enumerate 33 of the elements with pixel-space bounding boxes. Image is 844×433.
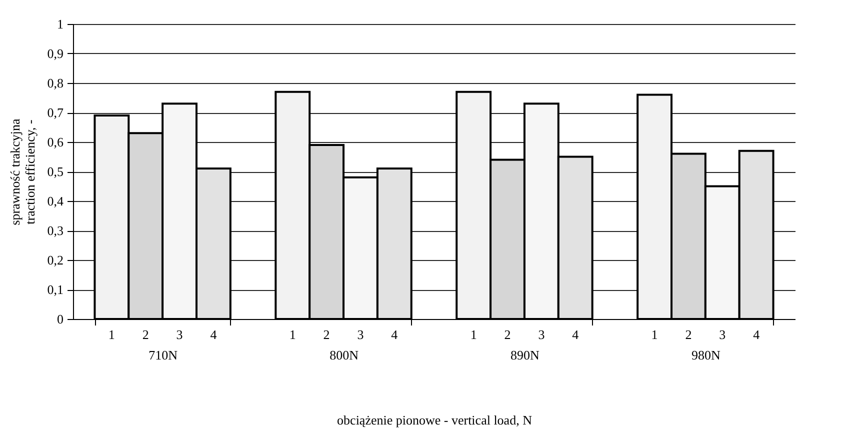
text: 3 [357,327,364,342]
y-tick-label: 0 [57,312,64,326]
text: 3 [719,327,726,342]
y-axis-title: sprawność trakcyjna traction efficiency, - [7,118,38,226]
x-tick-label: 980N [691,348,721,362]
text: 4 [753,327,760,342]
text: 4 [572,327,579,342]
x-tick-label: 890N [510,348,540,362]
y-tick-label: 0,9 [47,46,64,61]
series-label: 1 [108,327,115,342]
x-axis-title: obciążenie pionowe - vertical load, N [337,412,533,428]
y-tick-label: 0,3 [47,223,64,238]
text: 3 [538,327,545,342]
y-tick-label: 0,5 [47,164,64,179]
y-tick-label: 0,1 [47,282,64,297]
series-label: 3 [176,327,183,342]
y-tick-label: 0,2 [47,252,64,268]
text: 1 [470,327,477,342]
text: 2 [685,327,692,342]
x-tick-label: 710N [148,348,178,362]
y-tick-label: 0,7 [47,105,64,120]
text: 1 [651,327,658,342]
text: 2 [504,327,511,342]
x-tick-label: 800N [330,348,360,362]
text: 4 [391,327,398,342]
series-label: 4 [210,327,218,342]
y-tick-label: 1 [57,16,64,32]
text: 1 [289,327,296,342]
series-label: 2 [142,327,149,342]
text: 2 [323,327,330,342]
y-tick-label: 0,8 [47,76,64,90]
y-tick-label: 0,4 [47,194,64,208]
y-tick-label: 0,6 [47,134,64,150]
